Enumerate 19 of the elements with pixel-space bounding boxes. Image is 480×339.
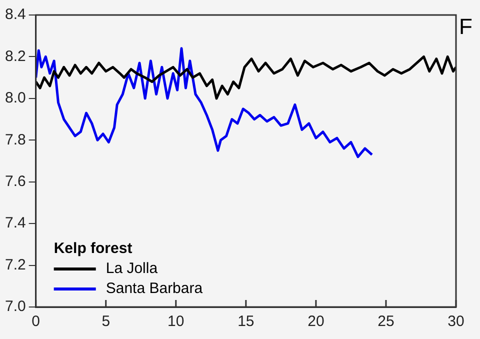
- x-tick-label: 30: [448, 313, 464, 330]
- y-tick-label: 7.4: [4, 214, 26, 232]
- text: F: [459, 14, 472, 40]
- x-tick-label: 5: [102, 313, 110, 330]
- legend-label: Santa Barbara: [106, 280, 204, 298]
- y-tick-label: 7.0: [4, 298, 26, 316]
- x-tick-label: 10: [168, 313, 184, 330]
- y-tick-label: 8.0: [4, 90, 26, 107]
- y-tick-label: 8.4: [4, 6, 26, 24]
- y-tick-label: 8.2: [4, 48, 26, 65]
- y-tick-label: 7.2: [4, 256, 26, 274]
- x-tick-label: 25: [378, 313, 394, 330]
- y-tick-label: 7.6: [4, 173, 26, 190]
- x-tick-label: 20: [308, 313, 324, 330]
- legend-label: La Jolla: [106, 260, 158, 278]
- x-tick-label: 15: [238, 313, 254, 330]
- legend-title: Kelp forest: [54, 240, 132, 258]
- y-tick-label: 7.8: [4, 131, 26, 148]
- x-tick-label: 0: [32, 313, 40, 330]
